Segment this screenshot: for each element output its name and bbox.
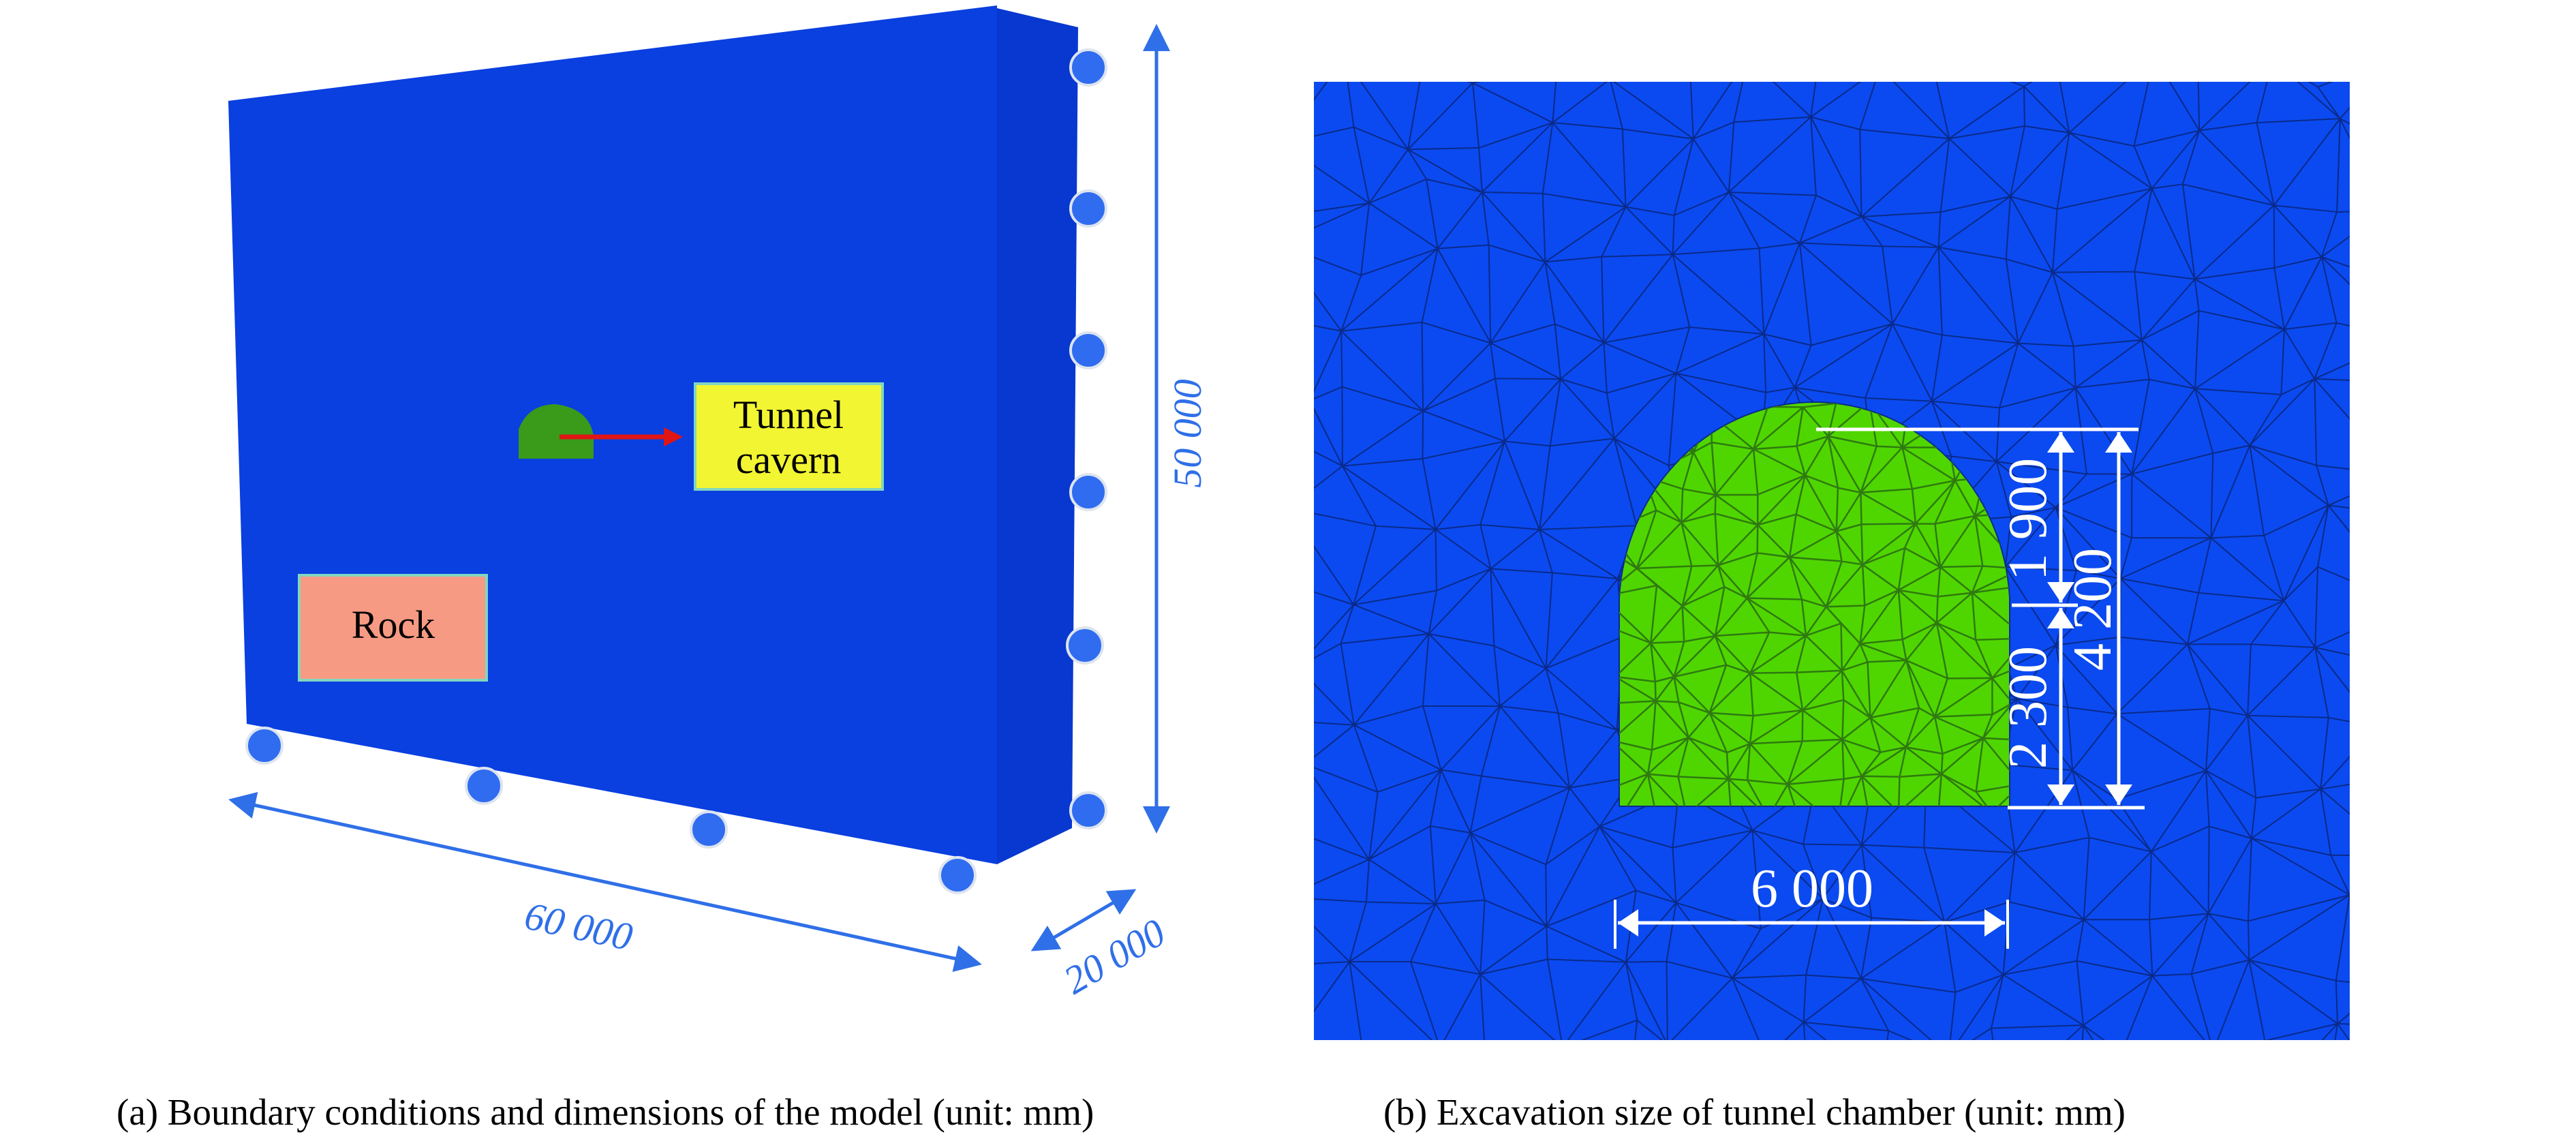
support-dot	[1069, 331, 1107, 369]
arch-height-label: 1 900	[1998, 458, 2058, 581]
caption-a: (a) Boundary conditions and dimensions o…	[117, 1091, 1094, 1133]
mesh-view	[1314, 82, 2350, 1040]
cavern-shape	[519, 404, 594, 459]
caption-b: (b) Excavation size of tunnel chamber (u…	[1383, 1091, 2126, 1133]
depth-dimension-arrow	[1030, 889, 1137, 951]
model-3d: Tunnel cavern Rock 50 000 60 000 20 000	[228, 5, 1210, 1003]
support-dot	[1066, 626, 1104, 665]
tunnel-label-line1: Tunnel	[733, 393, 844, 437]
model-side-face	[997, 8, 1078, 864]
support-dot	[938, 856, 977, 894]
length-dimension-label: 60 000	[521, 894, 637, 960]
excavation-cavern	[1619, 401, 2010, 807]
support-dot	[1069, 48, 1107, 87]
depth-dimension-label: 20 000	[1056, 910, 1173, 1003]
support-dot	[1069, 473, 1107, 511]
total-height-label: 4 200	[2063, 548, 2123, 671]
height-dimension-label: 50 000	[1165, 379, 1210, 488]
support-dot	[690, 810, 728, 849]
length-dimension-arrow	[228, 791, 982, 973]
tunnel-label-line2: cavern	[736, 438, 842, 482]
support-dot	[1069, 791, 1107, 829]
rock-label-text: Rock	[352, 603, 435, 647]
tunnel-cavern-label: Tunnel cavern	[694, 382, 884, 491]
width-label: 6 000	[1751, 859, 1873, 919]
wall-height-label: 2 300	[1998, 646, 2058, 769]
support-dot	[245, 727, 283, 765]
excavation-dimensions: 1 900 2 300 4 200 6 000	[1614, 427, 2145, 949]
rock-label: Rock	[298, 574, 488, 682]
support-dot	[465, 767, 503, 805]
support-dot	[1069, 189, 1107, 228]
